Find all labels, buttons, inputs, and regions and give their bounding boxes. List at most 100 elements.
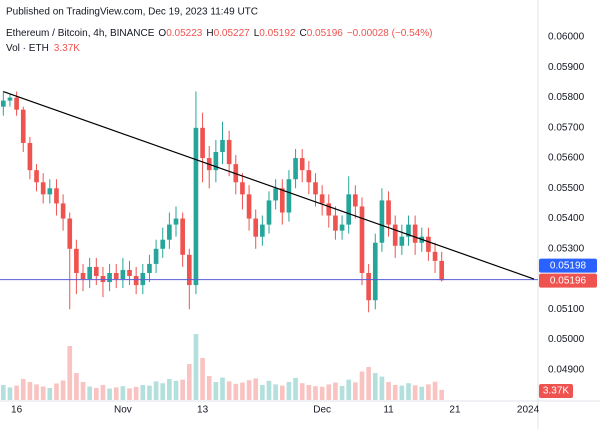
candle-body (173, 218, 179, 225)
y-tick-label: 0.05700 (548, 122, 585, 133)
volume-bar (246, 380, 252, 400)
x-tick-label: 13 (197, 405, 209, 416)
volume-bar (140, 385, 146, 400)
volume-bar (306, 385, 312, 400)
candle-body (54, 188, 59, 204)
candle-body (34, 170, 39, 183)
volume-bar (240, 382, 245, 400)
volume-bar (346, 379, 352, 400)
volume-last: 3.37K (54, 43, 80, 54)
volume-label-bg (539, 384, 573, 398)
candle-body (226, 139, 232, 165)
trendline (3, 90, 535, 280)
candle-body (60, 203, 66, 219)
volume-bar (80, 382, 86, 400)
volume-bar (286, 382, 292, 400)
candle-body (379, 200, 385, 243)
volume-bar (333, 382, 338, 400)
candle-body (260, 224, 265, 237)
volume-bar (293, 377, 298, 400)
ohlc-label: O (158, 28, 166, 39)
y-tick-label: 0.05300 (548, 243, 585, 254)
volume-bar (406, 383, 411, 400)
volume-bar (220, 377, 225, 400)
last-price-label-bg (539, 273, 597, 288)
candle-body (399, 236, 405, 246)
volume-bar (392, 385, 398, 400)
candle-body (67, 218, 73, 249)
volume-bar (319, 386, 325, 400)
volume-bar (167, 379, 172, 400)
candle-body (359, 206, 365, 273)
candle-body (293, 158, 298, 180)
volume-bar (419, 386, 425, 400)
candle-body (180, 218, 185, 255)
volume-bar (107, 388, 112, 400)
ohlc-label: L (254, 28, 260, 39)
volume-bar (54, 383, 59, 400)
candle-body (47, 188, 53, 195)
candle-body (299, 158, 305, 171)
volume-bar (379, 376, 385, 400)
volume-bar (372, 373, 378, 400)
candle-body (127, 269, 132, 277)
candle-body (306, 170, 312, 183)
candle-body (14, 97, 19, 110)
volume-bar (87, 386, 92, 400)
candle-body (40, 182, 46, 195)
volume-bar (266, 380, 272, 400)
candle-body (0, 100, 6, 107)
y-tick-label: 0.05000 (548, 334, 585, 345)
y-tick-label: 0.05800 (548, 92, 585, 103)
y-tick-label: 0.06000 (548, 32, 585, 43)
y-tick-label: 0.05500 (548, 183, 585, 194)
volume-bar (34, 384, 39, 400)
volume-bar (326, 384, 332, 400)
volume-bar (193, 334, 199, 400)
volume-bar (226, 381, 232, 400)
volume-bar (160, 383, 166, 400)
volume-bar (173, 380, 179, 400)
candle-body (120, 269, 126, 280)
volume-bar (253, 378, 259, 400)
candle-body (426, 236, 431, 252)
volume-bar (273, 384, 278, 400)
ohlc-value: 0.05196 (307, 28, 344, 39)
volume-bar (60, 380, 66, 400)
x-tick-label: 16 (11, 405, 23, 416)
volume-title: Vol · ETH (6, 43, 49, 54)
volume-bar (233, 383, 239, 400)
volume-bar (200, 358, 205, 400)
volume-bar (260, 385, 265, 400)
y-tick-label: 0.04900 (548, 364, 585, 375)
candle-body (107, 272, 112, 283)
x-tick-label: Nov (114, 405, 132, 416)
price-line-label: 0.05198 (550, 260, 587, 271)
candle-body (333, 215, 338, 231)
candle-body (100, 276, 106, 283)
candle-body (153, 248, 159, 264)
candle-body (326, 203, 332, 216)
candle-body (372, 242, 378, 301)
candle-body (220, 139, 225, 153)
price-line-label-bg (539, 258, 597, 273)
candle-body (147, 263, 152, 273)
volume-bar (366, 367, 371, 400)
volume-bar (386, 382, 391, 400)
candle-body (200, 127, 205, 159)
candle-body (253, 218, 259, 237)
volume-bar (47, 388, 53, 400)
volume-bar (113, 387, 119, 400)
volume-legend: Vol · ETH 3.37K (6, 43, 80, 54)
candle-body (339, 224, 345, 231)
x-tick-label: Dec (313, 405, 331, 416)
candle-body (366, 272, 371, 301)
candle-body (319, 194, 325, 204)
ohlc-label: C (299, 28, 306, 39)
y-tick-label: 0.05900 (548, 62, 585, 73)
y-tick-label: 0.05400 (548, 213, 585, 224)
candle-body (286, 179, 292, 213)
candle-body (74, 248, 79, 273)
